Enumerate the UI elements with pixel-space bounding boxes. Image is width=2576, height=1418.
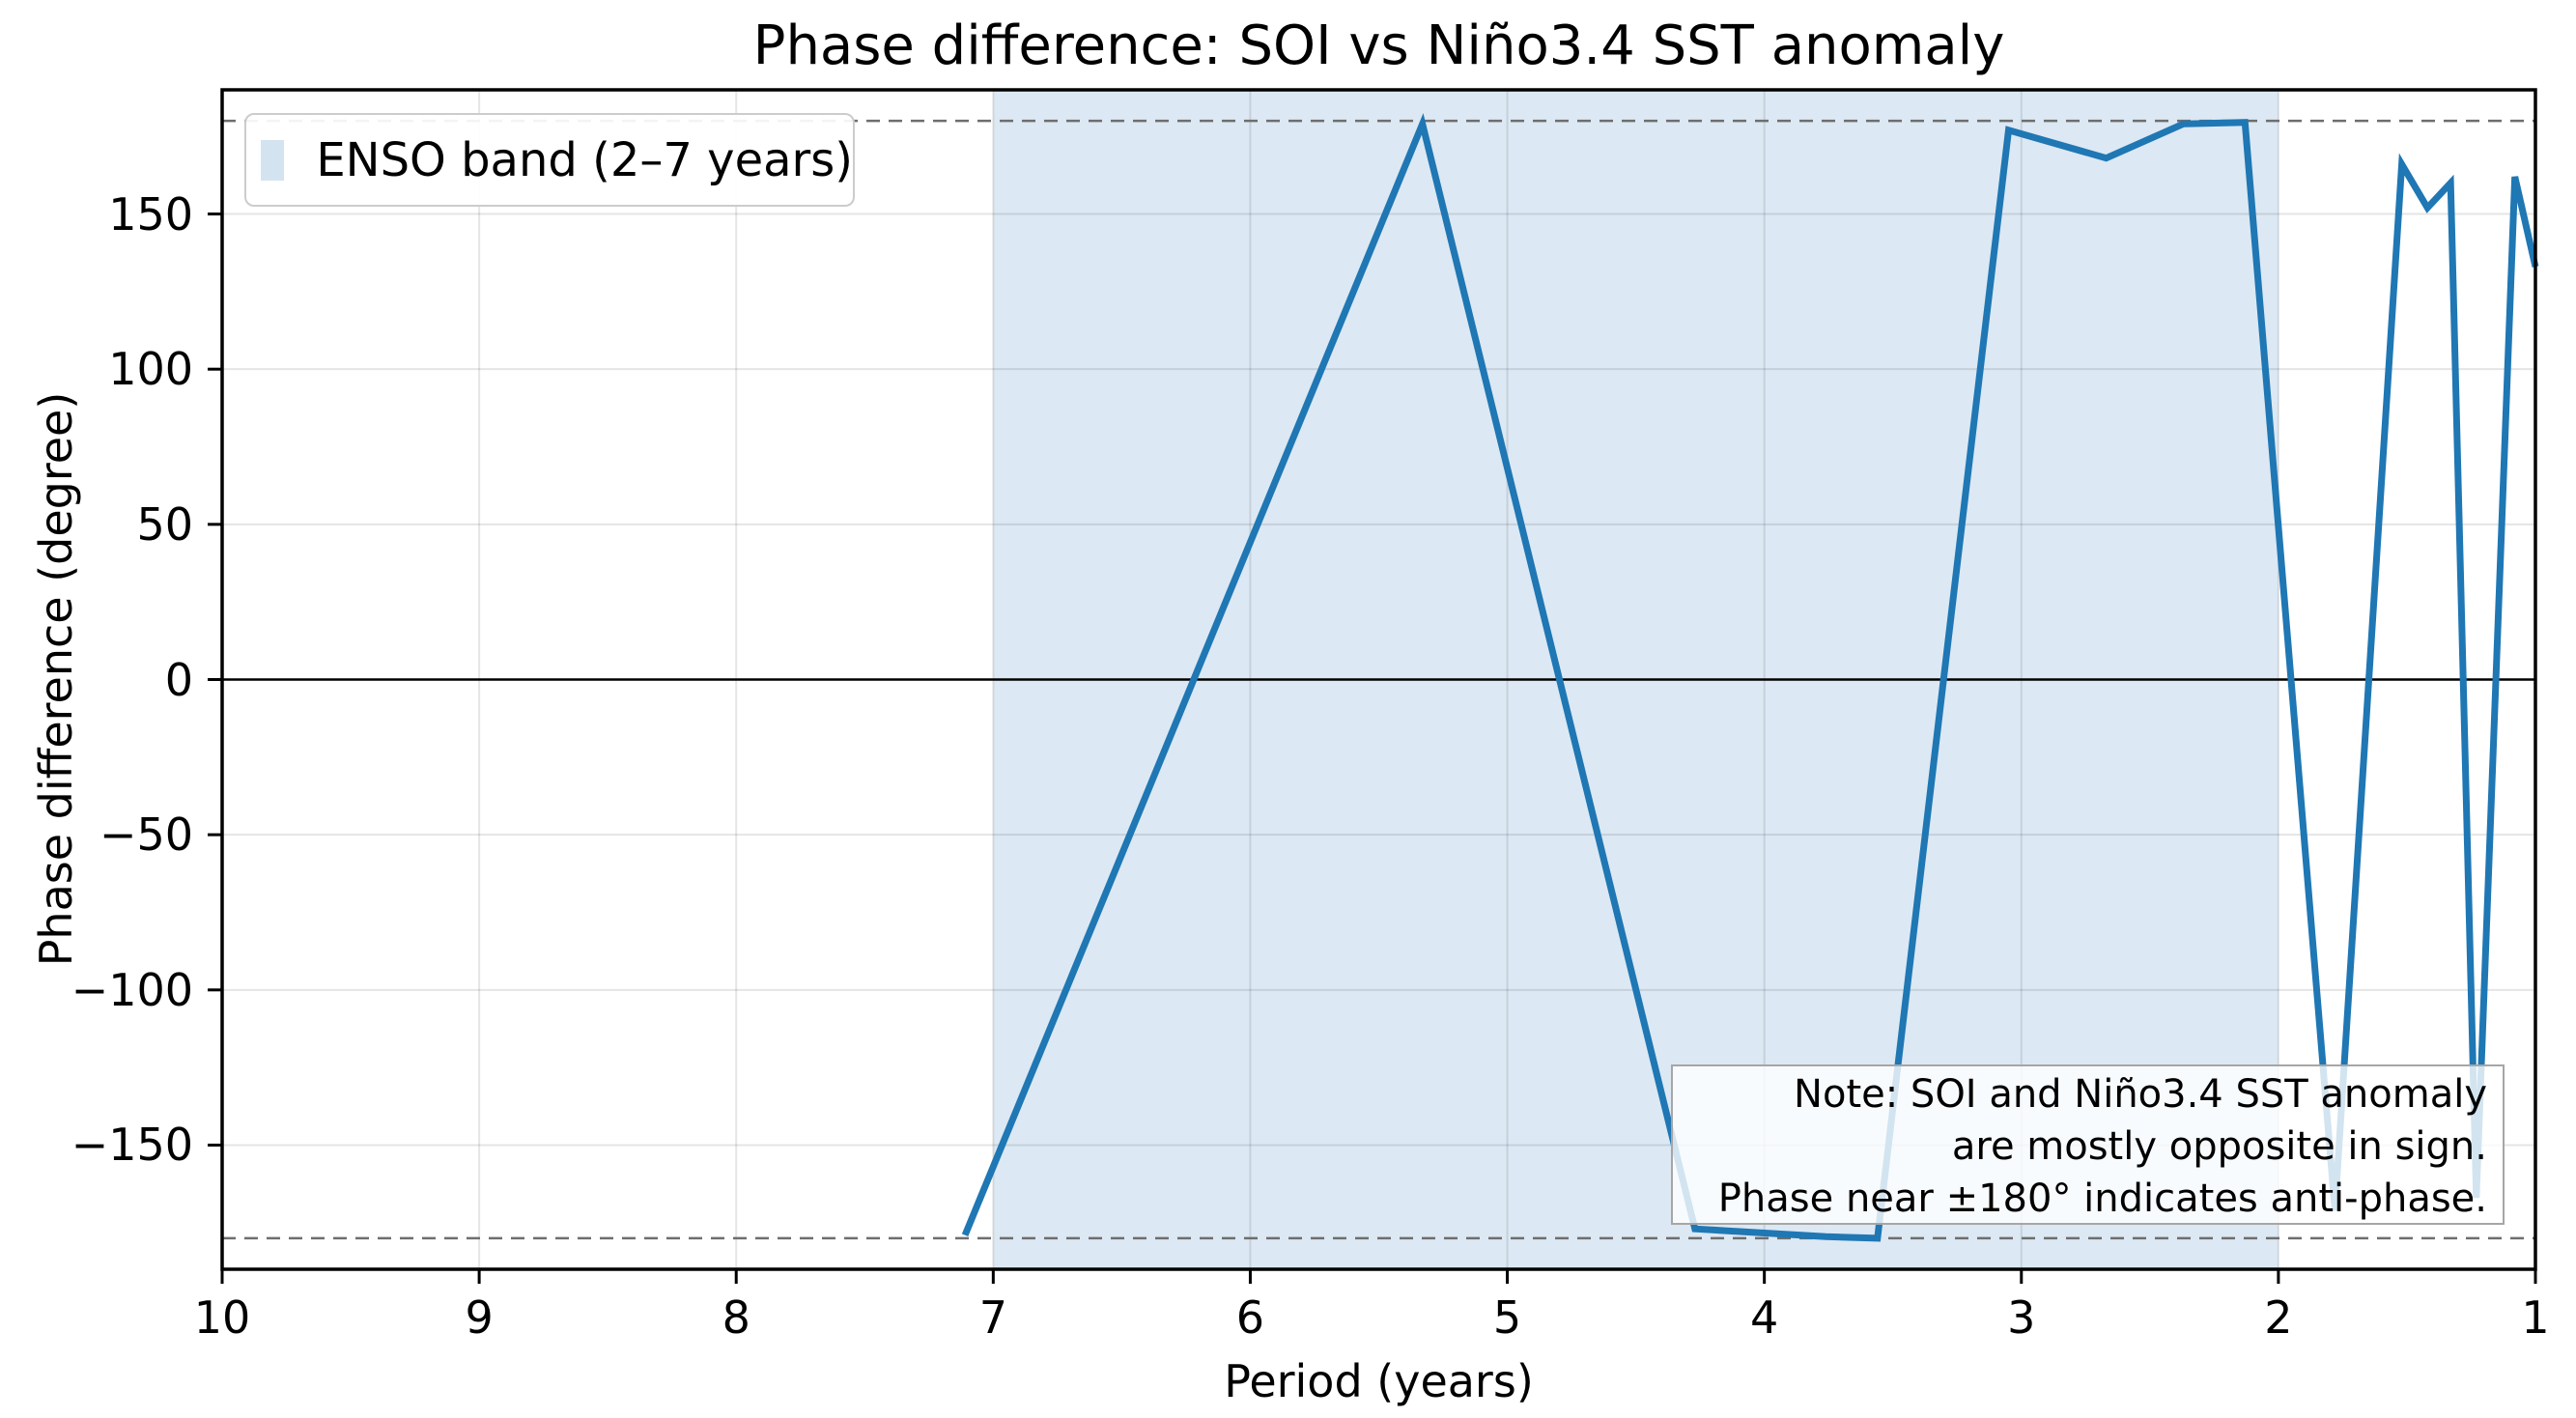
x-tick-label-6: 6 (1235, 1291, 1265, 1344)
x-tick-label-1: 1 (2521, 1291, 2550, 1344)
y-tick-label-150: 150 (108, 187, 193, 241)
x-tick-label-9: 9 (465, 1291, 494, 1344)
y-tick-label-0: 0 (164, 653, 193, 706)
x-tick-label-2: 2 (2264, 1291, 2293, 1344)
y-tick-label--100: −100 (71, 963, 193, 1016)
x-tick-label-7: 7 (978, 1291, 1007, 1344)
y-tick-label--150: −150 (71, 1119, 193, 1172)
x-tick-label-5: 5 (1492, 1291, 1522, 1344)
y-tick-label--50: −50 (99, 808, 193, 862)
chart-title: Phase difference: SOI vs Niño3.4 SST ano… (752, 14, 2005, 77)
note-line-2: are mostly opposite in sign. (1951, 1124, 2487, 1169)
y-tick-label-50: 50 (136, 497, 193, 551)
x-tick-label-8: 8 (722, 1291, 750, 1344)
legend-swatch-enso-band (261, 139, 285, 181)
phase-difference-line (961, 113, 2539, 1242)
x-tick-label-10: 10 (193, 1291, 251, 1344)
x-axis-label: Period (years) (1224, 1355, 1534, 1407)
note-box: Note: SOI and Niño3.4 SST anomaly are mo… (1671, 1064, 2505, 1225)
legend-label-enso-band: ENSO band (2–7 years) (316, 132, 853, 187)
x-tick-label-3: 3 (2007, 1291, 2036, 1344)
x-tick-label-4: 4 (1750, 1291, 1779, 1344)
y-tick-label-100: 100 (108, 343, 193, 396)
note-line-3: Phase near ±180° indicates anti-phase. (1717, 1177, 2487, 1221)
note-line-1: Note: SOI and Niño3.4 SST anomaly (1794, 1072, 2487, 1117)
legend: ENSO band (2–7 years) (244, 113, 855, 207)
